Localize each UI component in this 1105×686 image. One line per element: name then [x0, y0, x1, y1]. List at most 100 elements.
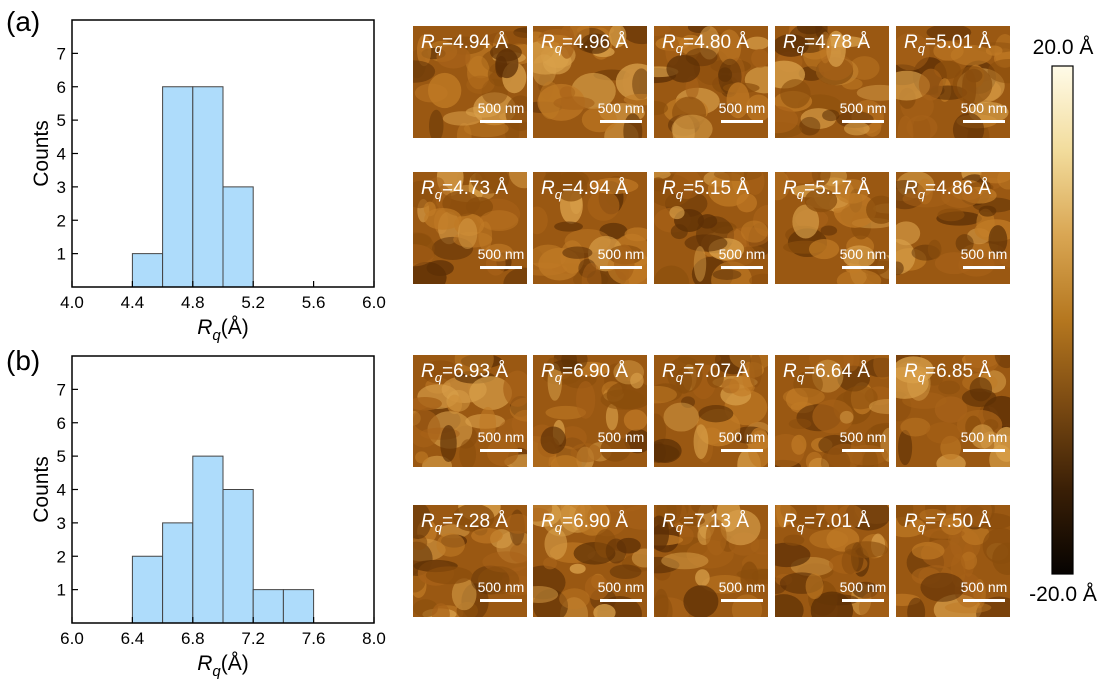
rq-label-value: 7.01 Å — [815, 511, 870, 532]
afm-texture-blob — [896, 505, 914, 527]
afm-texture — [654, 26, 768, 138]
afm-texture-blob — [553, 96, 595, 110]
afm-texture-blob — [544, 528, 568, 560]
scale-bar-label: 500 nm — [478, 429, 525, 445]
afm-texture-blob — [740, 220, 768, 243]
histogram-bar — [222, 489, 254, 624]
afm-image: Rq=4.80 Å 500 nm — [654, 26, 768, 138]
afm-texture-blob — [745, 172, 765, 195]
rq-label-value: 4.73 Å — [453, 178, 508, 199]
afm-image: Rq=5.01 Å 500 nm — [896, 26, 1010, 138]
rq-label-subscript: q — [555, 187, 563, 202]
rq-label: Rq=4.94 Å — [541, 178, 628, 202]
afm-texture-blob — [511, 409, 527, 439]
rq-label-value: 7.50 Å — [936, 511, 991, 532]
scale-bar-label: 500 nm — [961, 579, 1008, 595]
x-tick-label: 7.2 — [241, 629, 265, 648]
afm-texture-blob — [533, 585, 559, 603]
afm-texture-blob — [729, 375, 755, 397]
afm-texture-blob — [978, 205, 997, 217]
afm-texture-blob — [421, 360, 460, 384]
afm-texture-blob — [574, 505, 611, 536]
y-tick-label: 5 — [57, 111, 66, 130]
afm-texture-blob — [805, 451, 823, 467]
afm-texture-blob — [749, 355, 762, 388]
scale-bar-label: 500 nm — [478, 579, 525, 595]
rq-label: Rq=7.28 Å — [421, 511, 508, 535]
afm-texture-blob — [842, 245, 876, 269]
afm-image: Rq=4.94 Å 500 nm — [413, 26, 527, 138]
rq-label-equals: = — [925, 178, 936, 199]
afm-texture-blob — [547, 362, 563, 401]
afm-texture-blob — [740, 561, 759, 593]
afm-texture-blob — [705, 519, 727, 556]
afm-texture-blob — [849, 56, 880, 80]
afm-texture-blob — [720, 509, 761, 546]
rq-label: Rq=7.07 Å — [662, 361, 749, 385]
afm-texture-blob — [537, 34, 573, 47]
afm-texture-blob — [570, 443, 602, 463]
afm-texture-blob — [495, 48, 519, 79]
afm-texture-blob — [613, 360, 645, 385]
rq-label-equals: = — [683, 511, 694, 532]
scale-bar-label: 500 nm — [598, 579, 645, 595]
afm-texture-blob — [685, 75, 699, 100]
afm-texture-blob — [792, 204, 820, 239]
afm-texture-blob — [429, 109, 444, 138]
afm-texture-blob — [693, 424, 709, 460]
afm-texture-blob — [992, 542, 1010, 575]
afm-texture-blob — [843, 385, 878, 410]
scale-bar-label: 500 nm — [961, 100, 1008, 116]
afm-texture-blob — [615, 63, 647, 101]
afm-texture-blob — [683, 585, 719, 617]
scale-bar — [721, 599, 763, 602]
rq-label-symbol: R — [904, 32, 918, 53]
x-tick-label: 7.6 — [302, 629, 326, 648]
afm-texture-blob — [960, 505, 995, 527]
afm-image: Rq=4.94 Å 500 nm — [533, 172, 647, 284]
afm-texture-blob — [591, 177, 639, 194]
afm-texture-blob — [436, 533, 465, 557]
x-axis-label-symbol: R — [197, 316, 212, 339]
afm-texture-blob — [413, 244, 435, 267]
scale-bar-label: 500 nm — [961, 429, 1008, 445]
rq-label: Rq=4.78 Å — [783, 32, 870, 56]
afm-texture-blob — [970, 424, 995, 449]
afm-texture-blob — [712, 269, 742, 280]
afm-texture-blob — [463, 120, 509, 138]
rq-label-symbol: R — [783, 178, 797, 199]
rq-label: Rq=5.01 Å — [904, 32, 991, 56]
afm-texture-blob — [896, 32, 930, 71]
afm-image: Rq=4.96 Å 500 nm — [533, 26, 647, 138]
afm-texture-blob — [457, 218, 478, 250]
scale-bar-label: 500 nm — [719, 246, 766, 262]
afm-texture-blob — [456, 122, 472, 138]
scale-bar-label: 500 nm — [598, 100, 645, 116]
x-tick-label: 5.2 — [241, 293, 265, 312]
afm-texture-blob — [941, 184, 981, 209]
afm-texture-blob — [484, 243, 514, 262]
afm-texture-blob — [926, 26, 972, 41]
afm-texture-blob — [896, 261, 904, 276]
y-tick-label: 5 — [57, 447, 66, 466]
afm-texture-blob — [843, 355, 860, 372]
afm-texture-blob — [684, 234, 728, 252]
afm-texture-blob — [907, 597, 926, 617]
rq-label-symbol: R — [662, 511, 676, 532]
afm-texture-blob — [671, 172, 702, 199]
rq-label-symbol: R — [662, 178, 676, 199]
rq-label: Rq=6.93 Å — [421, 361, 508, 385]
y-tick-label: 7 — [57, 380, 66, 399]
afm-texture-blob — [718, 67, 733, 82]
rq-label-equals: = — [442, 511, 453, 532]
afm-texture-blob — [454, 355, 494, 377]
rq-label-equals: = — [442, 178, 453, 199]
rq-label: Rq=7.50 Å — [904, 511, 991, 535]
scale-bar — [480, 120, 522, 123]
afm-texture — [413, 505, 527, 617]
afm-texture-blob — [469, 376, 513, 410]
afm-texture-blob — [701, 575, 748, 594]
afm-texture-blob — [654, 594, 673, 617]
afm-texture-blob — [545, 405, 587, 420]
rq-label-subscript: q — [797, 187, 805, 202]
